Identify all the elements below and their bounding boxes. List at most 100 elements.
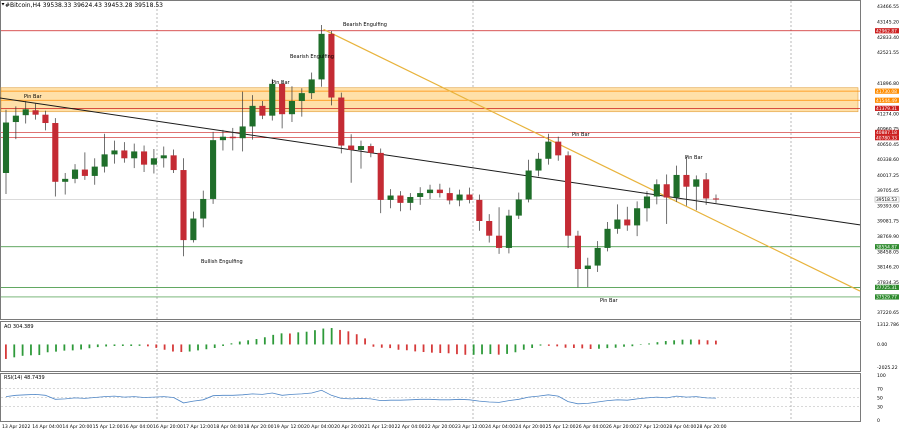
time-tick-label: 19 Apr 12:00 xyxy=(274,424,304,430)
time-tick-label: 20 Apr 20:00 xyxy=(334,424,364,430)
price-tag-label: 40780.33 xyxy=(876,135,897,141)
ao-bar xyxy=(489,344,492,355)
ao-bar xyxy=(330,328,333,345)
candle-body xyxy=(604,228,611,248)
time-tick-label: 26 Apr 20:00 xyxy=(606,424,636,430)
candle-body xyxy=(663,184,670,198)
ao-bar xyxy=(589,344,592,349)
ao-bar xyxy=(715,340,717,345)
price-tag-box xyxy=(875,28,899,34)
candle-body xyxy=(52,123,59,182)
price-tag-box xyxy=(875,105,899,111)
ao-bar xyxy=(197,344,199,351)
candle-body xyxy=(594,247,601,266)
candle-body xyxy=(377,152,384,200)
ao-bar xyxy=(205,344,208,350)
ao-bar xyxy=(564,344,567,348)
ao-bar xyxy=(314,330,316,345)
price-axis: 43466.55 43145.20 42833.40 42521.55 41896.80… xyxy=(877,4,899,424)
candle-body xyxy=(308,79,315,94)
gold-trend-line xyxy=(323,28,861,292)
ao-bar xyxy=(172,344,174,352)
candle-body xyxy=(446,193,453,201)
trend-lines xyxy=(0,28,861,292)
ao-bar xyxy=(497,344,500,355)
candle-body xyxy=(683,174,690,187)
candle-body xyxy=(614,219,621,229)
candle-body xyxy=(426,189,434,194)
ao-bar xyxy=(481,344,483,355)
time-tick-label: 23 Apr 12:00 xyxy=(455,424,485,430)
candle-body xyxy=(269,83,276,116)
candle-body xyxy=(634,208,641,226)
price-tag-box xyxy=(875,244,899,250)
candle-body xyxy=(357,146,365,150)
time-axis: 13 Apr 2022 14 Apr 04:00 14 Apr 20:00 15 Ap… xyxy=(2,424,727,430)
candle-body xyxy=(555,141,562,156)
ao-bar xyxy=(606,344,609,349)
ao-bar xyxy=(422,344,425,353)
price-tick-label: 38146.20 xyxy=(877,265,899,271)
candle-body xyxy=(387,195,394,200)
time-tick-label: 24 Apr 04:00 xyxy=(485,424,515,430)
price-tick-label: 42833.40 xyxy=(877,35,899,41)
price-tick-label: 38769.90 xyxy=(877,234,899,240)
price-tag-label: 37529.77 xyxy=(876,295,897,301)
ao-bar xyxy=(706,340,709,345)
ao-bar xyxy=(531,344,534,348)
time-tick-label: 21 Apr 12:00 xyxy=(364,424,394,430)
time-tick-label: 16 Apr 04:00 xyxy=(123,424,153,430)
price-tag-label: 37725.31 xyxy=(876,285,897,291)
ao-bar xyxy=(673,340,676,345)
ao-bar xyxy=(547,344,550,346)
candle-body xyxy=(140,151,148,165)
supply-zone-rect xyxy=(0,87,859,113)
ao-bar xyxy=(598,344,600,349)
candle-body xyxy=(101,154,108,167)
time-tick-label: 13 Apr 2022 xyxy=(2,424,30,430)
candle-body xyxy=(515,199,522,216)
candle-body xyxy=(2,122,10,173)
pattern-annotations: Bearish Engulfing Bearish Engulfing Pin Ba… xyxy=(24,22,704,304)
candle-body xyxy=(32,110,39,115)
candle-body xyxy=(160,155,167,159)
ao-bar xyxy=(472,344,475,355)
candle-body xyxy=(407,196,414,203)
ao-bar xyxy=(263,337,266,345)
candle-body xyxy=(111,150,118,155)
pattern-annotation: Pin Bar xyxy=(685,155,704,161)
candle-body xyxy=(190,218,197,241)
ao-panel-frame xyxy=(0,321,861,372)
pattern-annotation: Bullish Engulfing xyxy=(201,259,243,265)
ao-tick-label: -2025.22 xyxy=(877,365,898,371)
symbol-title: #Bitcoin,H4 39538.33 39624.43 39453.28 3… xyxy=(5,2,163,9)
ao-tick-label: 1312.786 xyxy=(877,322,899,328)
price-tick-label: 39705.45 xyxy=(877,188,899,194)
rsi-line xyxy=(5,389,717,405)
title-dropdown-icon[interactable] xyxy=(1,3,5,6)
ao-bar xyxy=(439,344,442,354)
candle-body xyxy=(643,196,651,209)
ao-bar xyxy=(623,344,625,347)
ao-bar xyxy=(664,341,667,345)
level-price-tags: 42962.87 41730.08 41544.49 41379.31 40887.18… xyxy=(874,28,900,301)
ao-bar xyxy=(46,344,49,353)
ao-bar xyxy=(648,343,650,345)
ao-bar xyxy=(289,333,291,345)
time-tick-label: 14 Apr 04:00 xyxy=(32,424,62,430)
time-tick-label: 26 Apr 04:00 xyxy=(576,424,606,430)
candle-body xyxy=(565,155,572,236)
ao-bar xyxy=(414,344,417,352)
time-tick-label: 17 Apr 12:00 xyxy=(183,424,213,430)
price-tag-box xyxy=(875,135,899,141)
price-tag-box xyxy=(875,97,899,103)
time-tick-label: 20 Apr 04:00 xyxy=(304,424,334,430)
price-tag-label: 40887.18 xyxy=(876,130,897,136)
ao-bar xyxy=(63,344,66,351)
ao-title: AO 304.389 xyxy=(4,324,34,330)
pattern-annotation: Pin Bar xyxy=(272,80,291,86)
price-tag-box xyxy=(875,284,899,290)
price-tick-label: 43466.55 xyxy=(877,4,899,10)
price-tag-box xyxy=(875,88,899,94)
ao-bar xyxy=(80,344,82,350)
